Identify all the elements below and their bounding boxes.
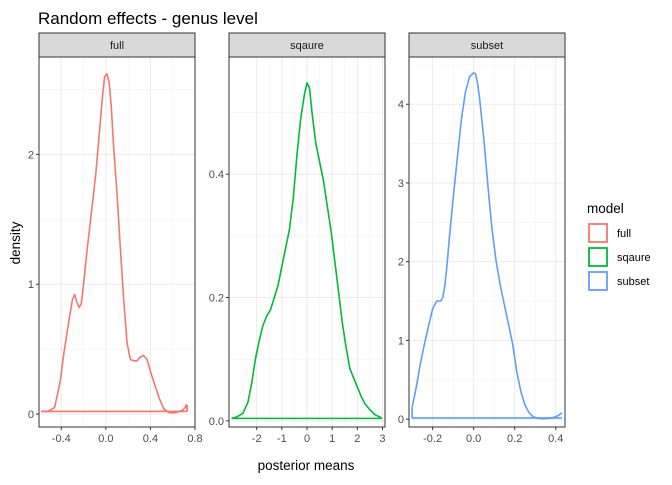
x-tick-label: 0.4 bbox=[143, 433, 158, 445]
x-tick-label: -0.2 bbox=[423, 433, 442, 445]
x-tick-label: -1 bbox=[277, 433, 287, 445]
density-line-full bbox=[41, 73, 188, 414]
legend-label: subset bbox=[617, 276, 649, 288]
x-tick-label: -2 bbox=[252, 433, 262, 445]
facet-strip-label: subset bbox=[471, 40, 503, 52]
facet-strip bbox=[408, 32, 566, 58]
legend: model full sqaure subset bbox=[587, 201, 651, 291]
y-tick-label: 0.4 bbox=[209, 169, 224, 181]
panel-border bbox=[408, 56, 566, 428]
y-tick-label: 1 bbox=[398, 335, 404, 347]
facet-panel-sqaure: sqaure -2 -1 0 1 2 3 0.0 0.2 0.4 bbox=[209, 32, 386, 445]
x-tick-label: 0.0 bbox=[466, 433, 481, 445]
legend-key bbox=[588, 223, 608, 243]
density-line-sqaure bbox=[231, 82, 383, 420]
facet-strip bbox=[228, 32, 386, 58]
x-tick-label: 0.4 bbox=[548, 433, 563, 445]
legend-key bbox=[588, 271, 608, 291]
legend-label: full bbox=[617, 228, 631, 240]
facet-strip bbox=[38, 32, 196, 58]
y-axis-title: density bbox=[8, 221, 23, 264]
legend-item-subset: subset bbox=[588, 271, 649, 291]
x-tick-label: 0 bbox=[304, 433, 310, 445]
x-tick-label: -0.4 bbox=[52, 433, 71, 445]
facet-panels: full -0.4 0.0 0.4 0.8 0 1 2 sqaure -2 -1 0 1 2 3 0.0 0.2… bbox=[28, 32, 566, 445]
panel-border bbox=[38, 56, 196, 428]
y-tick-label: 2 bbox=[28, 149, 34, 161]
y-tick-label: 0.0 bbox=[209, 416, 224, 428]
y-tick-label: 1 bbox=[28, 279, 34, 291]
facet-panel-full: full -0.4 0.0 0.4 0.8 0 1 2 bbox=[28, 32, 203, 445]
y-tick-label: 2 bbox=[398, 257, 404, 269]
y-tick-label: 0.2 bbox=[209, 293, 224, 305]
x-tick-label: 0.0 bbox=[98, 433, 113, 445]
y-tick-label: 0 bbox=[398, 414, 404, 426]
y-tick-label: 0 bbox=[28, 409, 34, 421]
facet-strip-label: sqaure bbox=[290, 40, 324, 52]
x-axis-title: posterior means bbox=[258, 458, 355, 473]
legend-key bbox=[588, 247, 608, 267]
chart-title: Random effects - genus level bbox=[38, 9, 258, 28]
density-line-subset bbox=[411, 71, 563, 420]
x-tick-label: 2 bbox=[354, 433, 360, 445]
legend-items: full sqaure subset bbox=[588, 223, 651, 291]
y-tick-label: 4 bbox=[398, 99, 404, 111]
facet-strip-label: full bbox=[110, 40, 124, 52]
legend-item-full: full bbox=[588, 223, 631, 243]
x-tick-label: 1 bbox=[329, 433, 335, 445]
legend-label: sqaure bbox=[617, 252, 651, 264]
legend-item-sqaure: sqaure bbox=[588, 247, 651, 267]
facet-panel-subset: subset -0.2 0.0 0.2 0.4 0 1 2 3 4 bbox=[398, 32, 566, 445]
x-tick-label: 0.2 bbox=[507, 433, 522, 445]
x-tick-label: 3 bbox=[379, 433, 385, 445]
x-tick-label: 0.8 bbox=[187, 433, 202, 445]
legend-title: model bbox=[587, 201, 624, 216]
y-tick-label: 3 bbox=[398, 178, 404, 190]
